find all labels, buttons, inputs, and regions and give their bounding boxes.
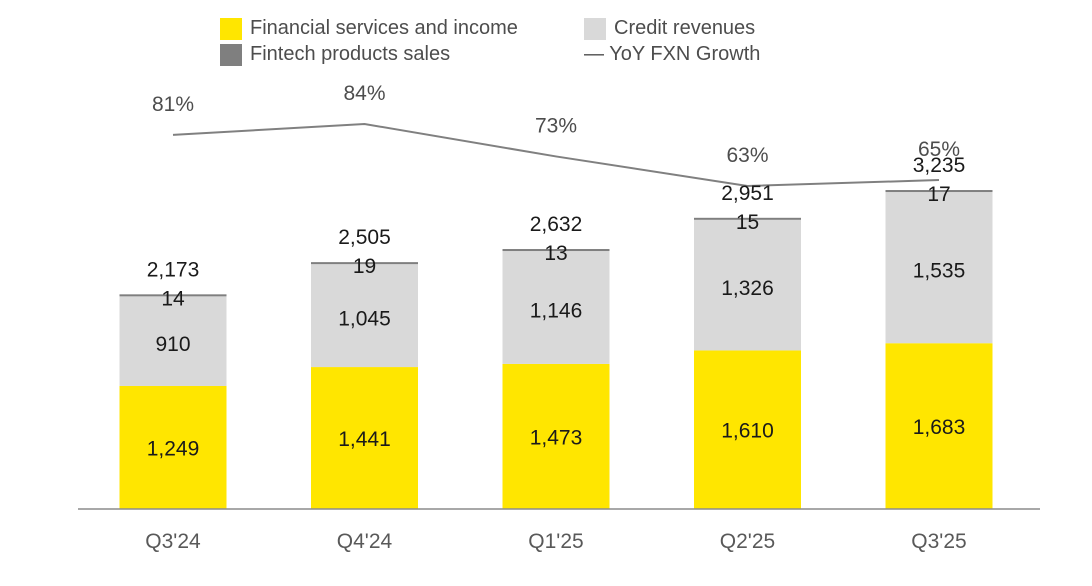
label-fintech-products-1: 19 [353,255,376,278]
bar-financial-services-and-income-0 [119,385,227,509]
label-credit-revenues-1: 1,045 [338,308,391,331]
label-credit-revenues-2: 1,146 [530,299,583,322]
data-label-group: 1,249 910 14 2,173 1,441 1,045 19 2,505 1,473 1,1… [147,154,966,460]
x-tick-label-1: Q4'24 [337,530,393,553]
label-credit-revenues-3: 1,326 [721,277,774,300]
label-financial-services-3: 1,610 [721,420,774,443]
bar-financial-services-and-income-3 [694,350,801,509]
label-financial-services-1: 1,441 [338,428,391,451]
label-fintech-products-0: 14 [161,287,185,310]
bar-credit-revenues-4 [885,192,993,344]
legend-swatch-financial-services [220,17,242,40]
bar-group [119,190,993,509]
label-total-0: 2,173 [147,258,200,281]
x-tick-label-2: Q1'25 [528,530,583,553]
label-financial-services-4: 1,683 [913,416,966,439]
label-total-2: 2,632 [530,213,583,236]
bar-fintech-products-sales-2 [502,249,610,252]
bar-fintech-products-sales-3 [694,217,801,220]
label-growth-1: 84% [343,82,385,105]
bar-financial-services-and-income-4 [885,343,993,509]
label-credit-revenues-0: 910 [155,333,190,356]
legend-label-fintech-products: Fintech products sales [250,43,451,65]
bar-credit-revenues-2 [502,251,610,364]
bar-fintech-products-sales-0 [119,294,227,297]
legend-item-fintech-products: Fintech products sales [220,43,450,66]
legend-label-yoy-growth: — YoY FXN Growth [584,43,761,65]
bar-financial-services-and-income-2 [502,363,610,509]
bar-credit-revenues-1 [311,264,418,368]
growth-line-group: 81% 84% 73% 63% 65% [152,82,960,187]
label-financial-services-0: 1,249 [147,437,200,460]
bar-financial-services-and-income-1 [311,367,418,509]
bar-credit-revenues-3 [694,219,801,351]
x-tick-label-3: Q2'25 [720,530,775,553]
legend-item-credit-revenues: Credit revenues [584,17,755,40]
x-tick-label-0: Q3'24 [145,530,201,553]
x-tick-group: Q3'24 Q4'24 Q1'25 Q2'25 Q3'25 [145,530,966,553]
legend-item-yoy-growth: — YoY FXN Growth [584,43,760,66]
label-growth-4: 65% [918,138,960,161]
label-fintech-products-2: 13 [544,242,567,265]
label-total-1: 2,505 [338,226,391,249]
label-fintech-products-3: 15 [736,211,759,234]
label-growth-3: 63% [726,144,768,167]
label-fintech-products-4: 17 [927,183,950,206]
bar-fintech-products-sales-4 [885,190,993,193]
label-total-3: 2,951 [721,182,774,205]
bar-fintech-products-sales-1 [311,262,418,265]
label-growth-0: 81% [152,93,194,116]
x-tick-label-4: Q3'25 [911,530,966,553]
legend-swatch-credit-revenues [584,17,606,40]
legend-label-financial-services: Financial services and income [250,17,518,39]
legend-item-financial-services: Financial services and income [220,17,518,40]
label-total-4: 3,235 [913,154,966,177]
label-growth-2: 73% [535,114,577,137]
label-financial-services-2: 1,473 [530,426,583,449]
legend-label-credit-revenues: Credit revenues [614,17,756,39]
label-credit-revenues-4: 1,535 [913,260,966,283]
legend-swatch-fintech-products [220,43,242,66]
bar-credit-revenues-0 [119,296,227,386]
growth-line [172,122,940,187]
